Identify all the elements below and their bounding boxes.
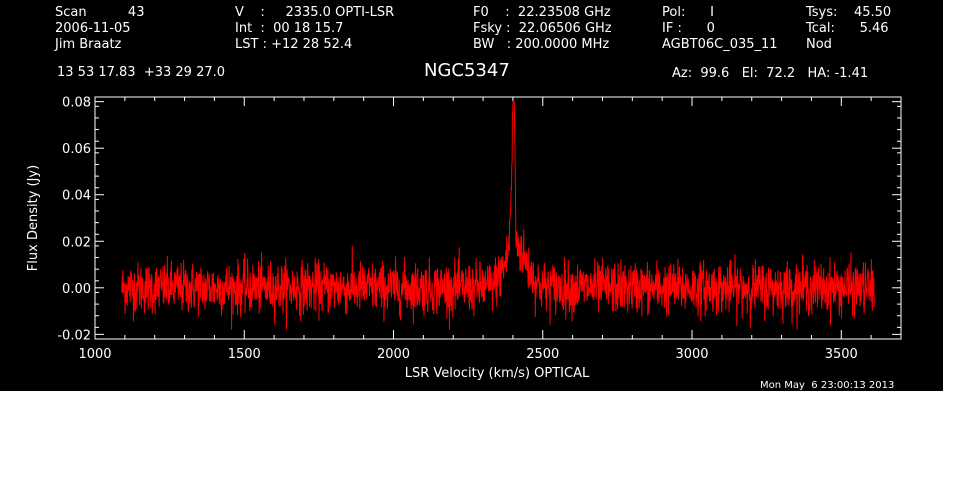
spectrum-trace-group [121, 101, 875, 330]
y-tick-label: -0.02 [57, 328, 91, 343]
x-axis-label: LSR Velocity (km/s) OPTICAL [405, 366, 590, 381]
header-line: Scan 43 [55, 5, 145, 20]
spectrum-trace [121, 101, 875, 330]
header-line: AGBT06C_035_11 [662, 37, 778, 52]
plot-frame [94, 96, 902, 340]
spectrum-chart: 1000 1500 2000 2500 3000 3500 -0.02 0.00 0.02 0.0… [26, 96, 902, 381]
header-line: Tcal: 5.46 [806, 21, 889, 36]
header-line: Jim Braatz [55, 37, 122, 52]
header-line: IF : 0 [662, 21, 715, 36]
header-line: F0 : 22.23508 GHz [473, 5, 611, 20]
source-name: NGC5347 [424, 60, 510, 81]
header-line: Nod [806, 37, 832, 52]
header-line: Tsys: 45.50 [806, 5, 892, 20]
x-tick-label: 2000 [377, 347, 410, 362]
y-tick-label: 0.08 [62, 96, 91, 111]
y-tick-label: 0.02 [62, 235, 91, 250]
y-tick-label: 0.00 [62, 282, 91, 297]
header-line: 2006-11-05 [55, 21, 131, 36]
source-coordinates: 13 53 17.83 +33 29 27.0 [57, 65, 226, 80]
header-line: V : 2335.0 OPTI-LSR [235, 5, 395, 20]
x-tick-label: 1000 [78, 347, 111, 362]
header-line: BW : 200.0000 MHz [473, 37, 610, 52]
header-line: Pol: I [662, 5, 714, 20]
x-tick-label: 1500 [228, 347, 261, 362]
y-tick-label: 0.04 [62, 189, 91, 204]
timestamp: Mon May 6 23:00:13 2013 [760, 380, 895, 391]
x-tick-label: 3000 [675, 347, 708, 362]
axes-group: 1000 1500 2000 2500 3000 3500 -0.02 0.00 0.02 0.0… [57, 96, 902, 362]
header-line: Fsky : 22.06506 GHz [473, 21, 612, 36]
y-axis-label: Flux Density (Jy) [26, 165, 41, 271]
pointing-info: Az: 99.6 El: 72.2 HA: -1.41 [672, 66, 869, 81]
header-line: Int : 00 18 15.7 [235, 21, 344, 36]
header-line: LST : +12 28 52.4 [235, 37, 353, 52]
plot-canvas: Scan 43 2006-11-05 Jim Braatz V : 2335.0 O… [0, 0, 943, 391]
x-tick-label: 2500 [526, 347, 559, 362]
y-tick-label: 0.06 [62, 142, 91, 157]
x-tick-label: 3500 [825, 347, 858, 362]
